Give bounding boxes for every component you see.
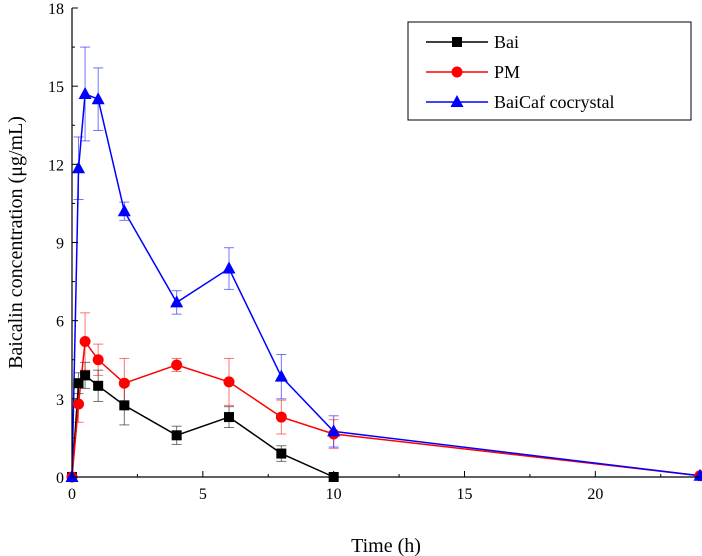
- point-baicaf-cocrystal-1: [72, 161, 86, 174]
- point-baicaf-cocrystal-7: [274, 369, 288, 382]
- series-line-baicaf-cocrystal: [71, 92, 701, 478]
- point-baicaf-cocrystal-4: [117, 204, 131, 217]
- point-pm-6: [223, 376, 235, 388]
- legend-label-bai: Bai: [494, 32, 519, 52]
- y-tick-label-12: 12: [48, 157, 64, 174]
- point-baicaf-cocrystal-6: [222, 261, 236, 274]
- x-axis-title: Time (h): [351, 535, 421, 556]
- x-tick-label-0: 0: [68, 486, 76, 503]
- axes-layer: 0 3 6 9 12 15 18 0 5 10 15 20 Time (h) Baicalin conce…: [5, 1, 700, 556]
- point-pm-1: [73, 398, 85, 410]
- legend-item-baicaf-cocrystal: BaiCaf cocrystal: [426, 92, 614, 112]
- x-tick-label-20: 20: [587, 486, 603, 503]
- point-pm-3: [92, 354, 104, 366]
- point-baicaf-cocrystal-3: [91, 92, 105, 105]
- point-pm-4: [118, 377, 130, 389]
- series-line-pm: [71, 339, 701, 478]
- point-bai-2: [80, 370, 91, 381]
- point-bai-6: [224, 412, 234, 423]
- lines-layer: [71, 92, 701, 478]
- y-axis-title: Baicalin concentration (μg/mL): [5, 116, 27, 369]
- x-tick-label-15: 15: [457, 486, 473, 503]
- point-bai-3: [93, 380, 104, 391]
- legend: Bai PM BaiCaf cocrystal: [407, 21, 692, 121]
- legend-marker-bai: [452, 37, 462, 47]
- legend-marker-baicaf-cocrystal: [450, 95, 464, 107]
- point-baicaf-cocrystal-8: [327, 424, 341, 437]
- legend-item-bai: Bai: [426, 32, 519, 52]
- errorbars-layer: [73, 46, 339, 462]
- point-bai-4: [119, 400, 130, 411]
- y-tick-label-18: 18: [48, 1, 64, 18]
- point-bai-1: [73, 378, 84, 389]
- legend-marker-pm: [451, 66, 463, 78]
- point-baicaf-cocrystal-2: [78, 86, 92, 99]
- x-tick-label-10: 10: [326, 486, 342, 503]
- y-tick-label-9: 9: [56, 236, 64, 253]
- point-pm-2: [79, 336, 91, 348]
- point-pm-7: [275, 411, 287, 423]
- point-baicaf-cocrystal-5: [170, 295, 184, 308]
- point-bai-5: [171, 430, 182, 441]
- point-pm-5: [171, 359, 183, 371]
- legend-label-pm: PM: [494, 62, 520, 82]
- legend-label-baicaf-cocrystal: BaiCaf cocrystal: [494, 92, 614, 112]
- y-tick-label-6: 6: [56, 314, 64, 331]
- y-tick-label-15: 15: [48, 79, 64, 96]
- y-tick-label-3: 3: [56, 392, 64, 409]
- markers-layer: [65, 86, 702, 483]
- point-baicaf-cocrystal-9: [693, 468, 702, 481]
- legend-item-pm: PM: [426, 62, 520, 82]
- y-tick-label-0: 0: [56, 470, 64, 487]
- x-tick-label-5: 5: [199, 486, 207, 503]
- point-bai-7: [276, 448, 287, 459]
